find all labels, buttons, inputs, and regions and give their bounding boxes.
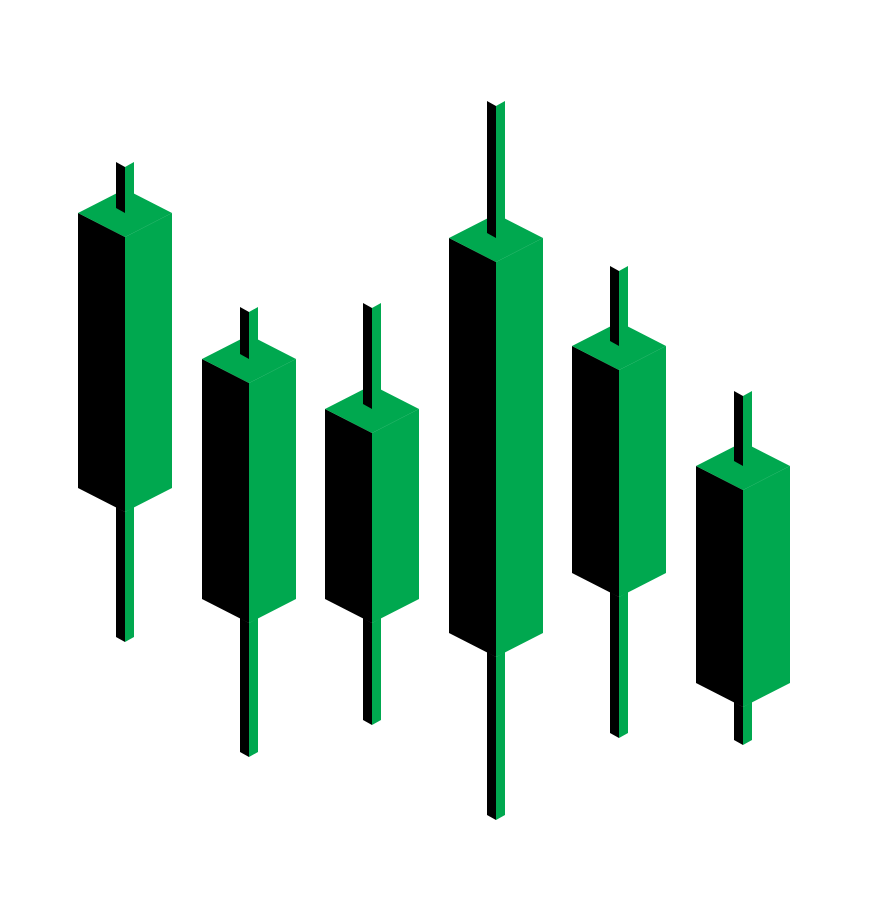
upper-wick-left: [610, 266, 619, 346]
candle: [572, 266, 666, 738]
upper-wick-right: [743, 391, 752, 466]
lower-wick-right: [496, 652, 505, 820]
body-right: [743, 466, 790, 707]
body-right: [496, 238, 543, 657]
body-left: [449, 238, 496, 657]
body-left: [325, 409, 372, 623]
candle: [696, 391, 790, 745]
lower-wick-left: [487, 652, 496, 820]
body-right: [619, 346, 666, 597]
upper-wick-right: [125, 162, 134, 213]
upper-wick-right: [619, 266, 628, 346]
body-right: [125, 213, 172, 512]
lower-wick-left: [116, 507, 125, 642]
upper-wick-left: [240, 307, 249, 359]
candle: [449, 101, 543, 820]
upper-wick-left: [734, 391, 743, 466]
body-right: [372, 409, 419, 623]
lower-wick-left: [734, 702, 743, 745]
upper-wick-right: [249, 307, 258, 359]
candle: [202, 307, 296, 757]
body-left: [572, 346, 619, 597]
upper-wick-right: [372, 303, 381, 409]
upper-wick-right: [496, 101, 505, 238]
lower-wick-left: [363, 618, 372, 725]
body-right: [249, 359, 296, 623]
lower-wick-right: [125, 507, 134, 642]
upper-wick-left: [487, 101, 496, 238]
candle: [78, 162, 172, 642]
lower-wick-left: [240, 618, 249, 757]
lower-wick-right: [743, 702, 752, 745]
body-left: [696, 466, 743, 707]
lower-wick-left: [610, 592, 619, 738]
lower-wick-right: [619, 592, 628, 738]
upper-wick-left: [116, 162, 125, 213]
lower-wick-right: [372, 618, 381, 725]
body-left: [78, 213, 125, 512]
upper-wick-left: [363, 303, 372, 409]
body-left: [202, 359, 249, 623]
candle: [325, 303, 419, 725]
lower-wick-right: [249, 618, 258, 757]
